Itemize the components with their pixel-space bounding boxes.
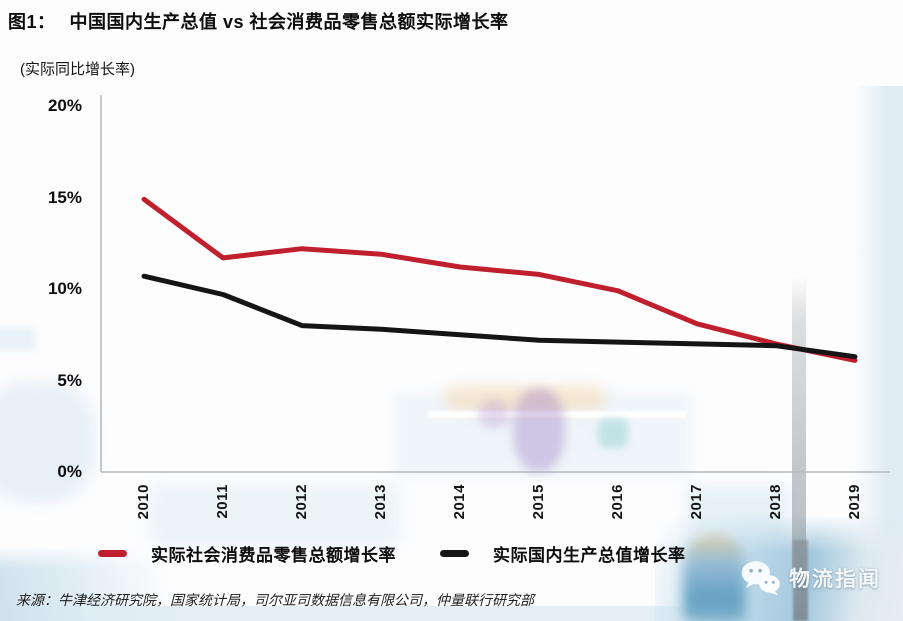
background-photo-wash: [478, 400, 510, 428]
background-photo-wash: [395, 392, 690, 477]
background-photo-wash: [445, 386, 605, 412]
source-note: 来源：牛津经济研究院，国家统计局，司尔亚司数据信息有限公司，仲量联行研究部: [16, 594, 534, 609]
x-tick-label: 2019: [846, 484, 863, 520]
x-tick-label: 2011: [214, 484, 231, 519]
y-axis-unit-label: (实际同比增长率): [20, 61, 135, 78]
series-line-1: [141, 273, 858, 360]
background-photo-wash: [598, 418, 628, 448]
figure-title-text: 中国国内生产总值 vs 社会消费品零售总额实际增长率: [69, 12, 509, 32]
legend-label: 实际社会消费品零售总额增长率: [151, 546, 396, 565]
background-photo-person: [683, 536, 745, 621]
x-tick-label: 2013: [372, 484, 389, 520]
x-tick-label: 2010: [135, 484, 152, 520]
x-tick-label: 2012: [293, 484, 310, 520]
x-tick-label: 2017: [688, 484, 705, 520]
watermark-text: 物流指闻: [789, 568, 881, 591]
figure-number: 图1：: [8, 12, 56, 32]
chart-legend: 实际社会消费品零售总额增长率 实际国内生产总值增长率: [98, 541, 686, 566]
x-tick-label: 2014: [451, 484, 468, 520]
legend-swatch-black-line: [440, 550, 469, 557]
y-tick-label: 10%: [47, 279, 82, 298]
y-tick-label: 20%: [47, 96, 82, 115]
y-tick-label: 0%: [57, 462, 82, 481]
x-tick-label: 2015: [530, 484, 547, 520]
x-tick-label: 2018: [767, 484, 784, 520]
wechat-icon: [741, 561, 780, 596]
legend-swatch-red-line: [98, 550, 127, 557]
background-photo-wash: [0, 382, 95, 502]
y-tick-label: 15%: [47, 187, 82, 207]
watermark: 物流指闻: [740, 560, 881, 596]
x-tick-label: 2016: [609, 484, 626, 520]
series-line-0: [141, 196, 858, 363]
legend-item-gdp: 实际国内生产总值增长率: [440, 541, 686, 566]
background-photo-wash: [150, 486, 400, 546]
background-photo-wash: [428, 411, 686, 418]
background-photo-wash: [513, 388, 565, 472]
figure-title: 图1： 中国国内生产总值 vs 社会消费品零售总额实际增长率: [8, 8, 888, 34]
legend-item-retail: 实际社会消费品零售总额增长率: [98, 541, 396, 566]
background-photo-wash: [0, 328, 35, 350]
y-tick-label: 5%: [57, 370, 82, 390]
legend-label: 实际国内生产总值增长率: [493, 546, 686, 565]
background-photo-column: [792, 276, 806, 568]
